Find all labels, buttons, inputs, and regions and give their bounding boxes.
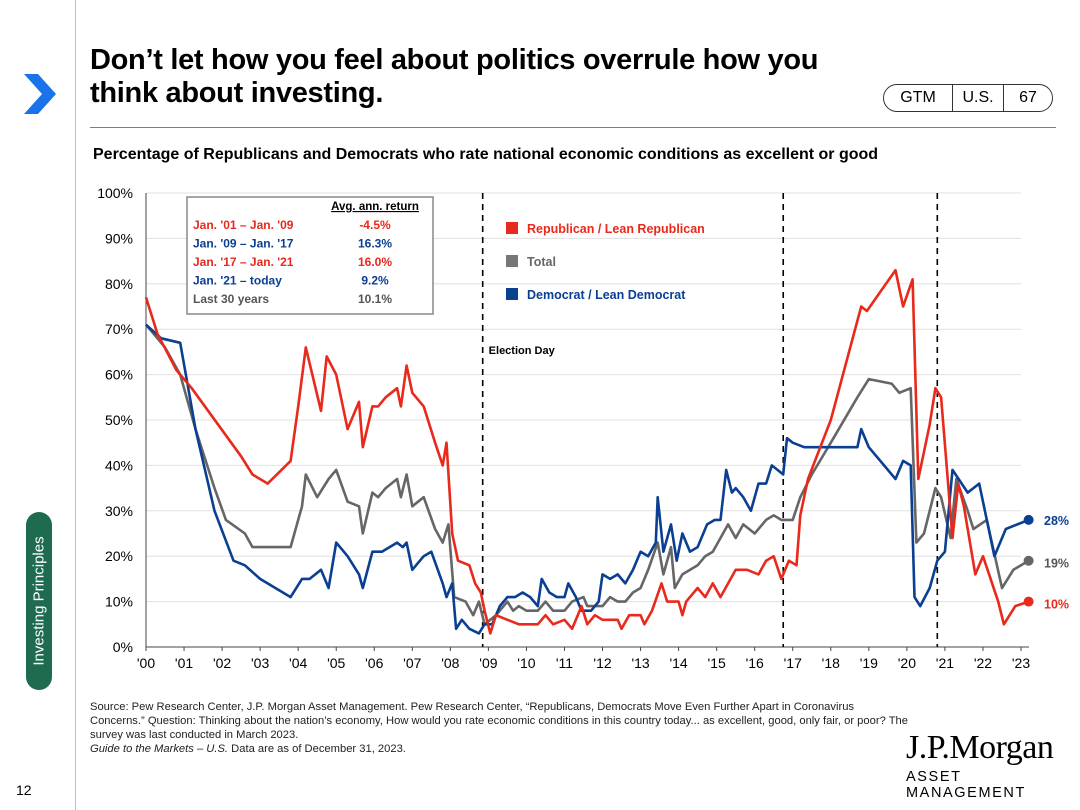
x-tick-label: '04 xyxy=(289,655,307,671)
page-title: Don’t let how you feel about politics ov… xyxy=(90,44,819,109)
returns-table-period: Last 30 years xyxy=(193,292,269,306)
x-tick-label: '03 xyxy=(251,655,269,671)
x-tick-label: '08 xyxy=(441,655,459,671)
x-tick-label: '01 xyxy=(175,655,193,671)
y-tick-label: 10% xyxy=(105,594,133,610)
gtm-badge: GTM U.S. 67 xyxy=(883,84,1053,112)
x-tick-label: '23 xyxy=(1012,655,1030,671)
y-tick-label: 50% xyxy=(105,412,133,428)
end-marker-total xyxy=(1023,555,1034,566)
x-tick-label: '13 xyxy=(631,655,649,671)
y-tick-label: 100% xyxy=(97,185,133,201)
returns-table-value: 16.3% xyxy=(358,237,392,251)
end-marker-republican xyxy=(1023,596,1034,607)
legend-label-total: Total xyxy=(527,255,556,269)
x-tick-label: '17 xyxy=(784,655,802,671)
y-tick-label: 60% xyxy=(105,367,133,383)
end-marker-democrat xyxy=(1023,514,1034,525)
end-label-democrat: 28% xyxy=(1044,514,1069,528)
y-tick-label: 40% xyxy=(105,457,133,473)
returns-table-period: Jan. '17 – Jan. '21 xyxy=(193,255,294,269)
end-label-total: 19% xyxy=(1044,557,1069,571)
election-day-label: Election Day xyxy=(489,345,556,357)
returns-table-value: 16.0% xyxy=(358,255,392,269)
x-tick-label: '06 xyxy=(365,655,383,671)
end-label-republican: 10% xyxy=(1044,598,1069,612)
returns-table-period: Jan. '09 – Jan. '17 xyxy=(193,237,294,251)
legend-label-democrat: Democrat / Lean Democrat xyxy=(527,288,686,302)
y-tick-label: 80% xyxy=(105,276,133,292)
chevron-right-icon xyxy=(24,74,56,114)
x-tick-label: '02 xyxy=(213,655,231,671)
y-tick-label: 70% xyxy=(105,321,133,337)
y-tick-label: 20% xyxy=(105,548,133,564)
returns-table-value: -4.5% xyxy=(359,218,391,232)
x-tick-label: '20 xyxy=(898,655,916,671)
x-tick-label: '10 xyxy=(517,655,535,671)
returns-table-period: Jan. '01 – Jan. '09 xyxy=(193,218,294,232)
guide-title: Guide to the Markets – U.S. xyxy=(90,743,229,755)
series-line-republican xyxy=(144,268,1030,635)
x-tick-label: '11 xyxy=(556,655,573,671)
x-tick-label: '19 xyxy=(860,655,878,671)
source-footnote: Source: Pew Research Center, J.P. Morgan… xyxy=(90,700,910,756)
y-tick-label: 90% xyxy=(105,230,133,246)
returns-table-box xyxy=(186,196,434,315)
x-tick-label: '21 xyxy=(936,655,954,671)
source-text: Source: Pew Research Center, J.P. Morgan… xyxy=(90,701,908,741)
x-tick-label: '00 xyxy=(137,655,155,671)
jpmorgan-logo: J.P.Morgan ASSET MANAGEMENT xyxy=(906,729,1060,802)
legend-label-republican: Republican / Lean Republican xyxy=(527,222,705,236)
legend-swatch-democrat xyxy=(506,288,518,300)
chart-title: Percentage of Republicans and Democrats … xyxy=(93,146,879,163)
data-asof: Data are as of December 31, 2023. xyxy=(228,743,406,755)
line-chart: 0% 10% 20% 30% 40% 50% 60% 70% 80% 90% 100% '00 '01 '… xyxy=(97,185,1069,671)
page-number: 12 xyxy=(16,782,32,798)
x-tick-label: '14 xyxy=(669,655,687,671)
x-tick-label: '05 xyxy=(327,655,345,671)
section-tab xyxy=(26,512,52,690)
returns-table-period: Jan. '21 – today xyxy=(193,274,282,288)
y-tick-label: 0% xyxy=(113,639,133,655)
logo-wordmark: J.P.Morgan xyxy=(906,729,1054,766)
x-tick-label: '15 xyxy=(708,655,726,671)
title-divider xyxy=(90,127,1056,128)
left-divider xyxy=(75,0,76,810)
legend-swatch-total xyxy=(506,255,518,267)
x-tick-label: '12 xyxy=(593,655,611,671)
x-tick-label: '16 xyxy=(746,655,764,671)
series-line-democrat xyxy=(145,323,1030,635)
series-line-total xyxy=(145,323,1030,626)
gtm-badge-region: U.S. xyxy=(953,85,1004,111)
returns-table-header: Avg. ann. return xyxy=(331,201,419,213)
y-tick-label: 30% xyxy=(105,503,133,519)
returns-table-value: 9.2% xyxy=(361,274,389,288)
legend-swatch-republican xyxy=(506,222,518,234)
x-tick-label: '18 xyxy=(822,655,840,671)
x-tick-label: '07 xyxy=(403,655,421,671)
returns-table-value: 10.1% xyxy=(358,292,392,306)
x-tick-label: '22 xyxy=(974,655,992,671)
gtm-badge-label: GTM xyxy=(884,85,953,111)
gtm-badge-page: 67 xyxy=(1019,89,1037,106)
logo-tagline: ASSET MANAGEMENT xyxy=(906,769,1026,801)
x-tick-label: '09 xyxy=(479,655,497,671)
